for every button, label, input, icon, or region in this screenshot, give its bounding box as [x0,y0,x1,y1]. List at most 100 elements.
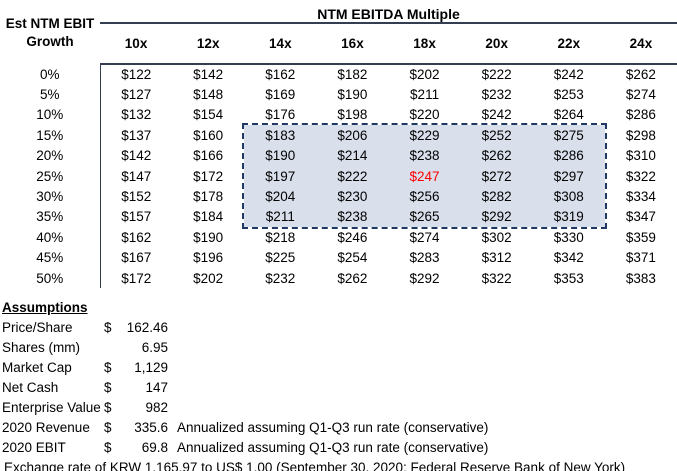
cell-25%-18x[interactable]: $247 [388,165,461,187]
table-row-10%: 10% $132 $154 $176 $198 $220 $242 $264 $286 [0,104,677,126]
cell-50%-16x[interactable]: $262 [337,270,368,286]
cell-20%-20x[interactable]: $262 [460,145,533,166]
cell-15%-22x[interactable]: $275 [532,125,605,146]
cell-10%-20x[interactable]: $242 [481,107,512,123]
cell-40%-24x[interactable]: $359 [625,229,656,245]
assumption-value[interactable]: 147 [145,380,168,396]
cell-50%-12x[interactable]: $202 [193,270,224,286]
cell-30%-14x[interactable]: $204 [244,186,317,207]
assumption-value[interactable]: 335.6 [134,420,168,436]
cell-25%-20x[interactable]: $272 [460,165,533,187]
cell-0%-14x[interactable]: $162 [265,67,296,83]
cell-25%-22x[interactable]: $297 [532,165,605,187]
cell-5%-16x[interactable]: $190 [337,87,368,103]
assumption-value[interactable]: 982 [145,400,168,416]
cell-15%-18x[interactable]: $229 [388,125,461,146]
cell-5%-10x[interactable]: $127 [99,84,173,105]
cell-10%-18x[interactable]: $220 [409,107,440,123]
cell-35%-14x[interactable]: $211 [244,206,317,228]
cell-30%-10x[interactable]: $152 [99,186,173,207]
cell-10%-16x[interactable]: $198 [337,107,368,123]
cell-15%-10x[interactable]: $137 [99,125,173,146]
cell-5%-18x[interactable]: $211 [410,87,440,103]
cell-5%-12x[interactable]: $148 [193,87,224,103]
cell-20%-24x[interactable]: $310 [625,148,656,164]
cell-30%-18x[interactable]: $256 [388,186,461,207]
cell-15%-14x[interactable]: $183 [244,125,317,146]
cell-45%-18x[interactable]: $283 [409,250,440,266]
cell-20%-18x[interactable]: $238 [388,145,461,166]
col-header-22x: 22x [532,23,605,65]
cell-50%-18x[interactable]: $292 [409,270,440,286]
cell-45%-10x[interactable]: $167 [99,247,173,268]
cell-40%-14x[interactable]: $218 [265,229,296,245]
sensitivity-table: Est NTM EBIT Growth NTM EBITDA Multiple … [0,2,677,289]
cell-25%-10x[interactable]: $147 [99,165,173,187]
cell-35%-10x[interactable]: $157 [99,206,173,228]
cell-10%-14x[interactable]: $176 [265,107,296,123]
cell-45%-12x[interactable]: $196 [193,250,224,266]
cell-45%-16x[interactable]: $254 [337,250,368,266]
assumption-value[interactable]: 162.46 [126,320,168,336]
cell-40%-10x[interactable]: $162 [99,227,173,248]
cell-25%-14x[interactable]: $197 [244,165,317,187]
cell-45%-14x[interactable]: $225 [265,250,296,266]
cell-50%-10x[interactable]: $172 [99,267,173,289]
cell-20%-14x[interactable]: $190 [244,145,317,166]
cell-0%-24x[interactable]: $262 [625,67,656,83]
cell-35%-20x[interactable]: $292 [460,206,533,228]
cell-50%-24x[interactable]: $383 [625,270,656,286]
cell-50%-20x[interactable]: $322 [481,270,512,286]
cell-0%-12x[interactable]: $142 [193,67,224,83]
cell-30%-16x[interactable]: $230 [316,186,389,207]
cell-35%-16x[interactable]: $238 [316,206,389,228]
cell-20%-22x[interactable]: $286 [532,145,605,166]
cell-30%-22x[interactable]: $308 [532,186,605,207]
cell-35%-24x[interactable]: $347 [625,209,656,225]
cell-30%-24x[interactable]: $334 [625,189,656,205]
cell-5%-14x[interactable]: $169 [265,87,296,103]
cell-15%-20x[interactable]: $252 [460,125,533,146]
cell-40%-16x[interactable]: $246 [337,229,368,245]
cell-15%-12x[interactable]: $160 [193,127,224,143]
cell-15%-24x[interactable]: $298 [625,127,656,143]
cell-0%-20x[interactable]: $222 [481,67,512,83]
cell-50%-22x[interactable]: $353 [553,270,584,286]
assumption-value[interactable]: 6.95 [141,340,168,356]
cell-35%-22x[interactable]: $319 [532,206,605,228]
cell-0%-16x[interactable]: $182 [337,67,368,83]
cell-45%-22x[interactable]: $342 [553,250,584,266]
cell-35%-18x[interactable]: $265 [388,206,461,228]
cell-50%-14x[interactable]: $232 [265,270,296,286]
cell-20%-12x[interactable]: $166 [193,148,224,164]
assumption-value[interactable]: 1,129 [134,360,168,376]
cell-40%-18x[interactable]: $274 [409,229,440,245]
cell-45%-24x[interactable]: $371 [625,250,656,266]
cell-10%-12x[interactable]: $154 [193,107,224,123]
cell-40%-22x[interactable]: $330 [553,229,584,245]
col-header-20x: 20x [460,23,533,65]
cell-0%-18x[interactable]: $202 [409,67,440,83]
cell-20%-16x[interactable]: $214 [316,145,389,166]
cell-15%-16x[interactable]: $206 [316,125,389,146]
cell-10%-10x[interactable]: $132 [99,104,173,126]
cell-25%-12x[interactable]: $172 [193,168,224,184]
cell-10%-22x[interactable]: $264 [553,107,584,123]
cell-40%-12x[interactable]: $190 [193,229,224,245]
cell-40%-20x[interactable]: $302 [481,229,512,245]
cell-5%-22x[interactable]: $253 [553,87,584,103]
cell-10%-24x[interactable]: $286 [625,107,656,123]
cell-0%-22x[interactable]: $242 [553,67,584,83]
cell-0%-10x[interactable]: $122 [99,64,173,85]
cell-45%-20x[interactable]: $312 [481,250,512,266]
cell-25%-24x[interactable]: $322 [625,168,656,184]
cell-5%-24x[interactable]: $274 [625,87,656,103]
assumption-row-market-cap: Market Cap $1,129 [2,358,677,378]
cell-35%-12x[interactable]: $184 [193,209,224,225]
assumption-value[interactable]: 69.8 [141,440,168,456]
cell-25%-16x[interactable]: $222 [316,165,389,187]
cell-5%-20x[interactable]: $232 [481,87,512,103]
cell-30%-12x[interactable]: $178 [193,189,224,205]
cell-30%-20x[interactable]: $282 [460,186,533,207]
cell-20%-10x[interactable]: $142 [99,145,173,166]
